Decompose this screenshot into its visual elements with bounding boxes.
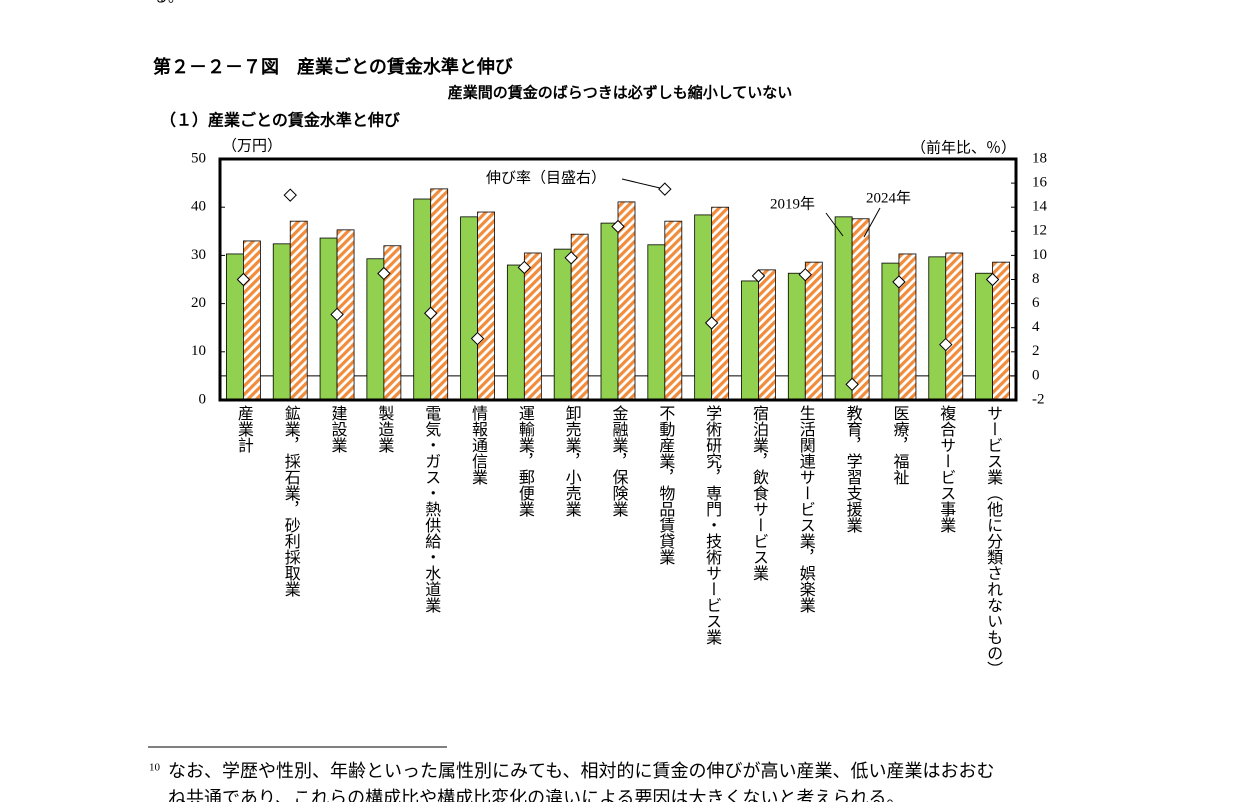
bar xyxy=(647,244,666,401)
x-tick-label: 鉱業，採石業，砂利採取業 xyxy=(282,405,301,597)
growth-marker xyxy=(751,269,766,283)
footnote-marker: 10 xyxy=(149,762,161,774)
bar xyxy=(741,280,759,401)
bar xyxy=(272,243,291,401)
growth-marker xyxy=(939,337,953,352)
panel-title: （１）産業ごとの賃金水準と伸び xyxy=(160,111,401,130)
y2-tick-label: -2 xyxy=(1032,391,1045,407)
bar xyxy=(945,252,964,401)
y2-tick-label: 18 xyxy=(1032,150,1047,166)
growth-marker xyxy=(611,219,625,234)
y-tick-label: 0 xyxy=(199,391,207,407)
x-tick-label: 建設業 xyxy=(329,405,348,453)
y2-tick-label: 12 xyxy=(1032,223,1047,239)
chart-subtitle: 産業間の賃金のばらつきは必ずしも縮小していない xyxy=(448,84,793,102)
growth-marker xyxy=(985,272,1000,287)
bar xyxy=(243,240,261,401)
growth-marker xyxy=(704,316,719,330)
bar xyxy=(523,252,542,401)
annotation-arrow xyxy=(825,212,844,237)
y-tick-label: 10 xyxy=(191,343,206,359)
bar xyxy=(289,220,308,401)
growth-marker xyxy=(845,377,859,392)
bar xyxy=(553,248,572,401)
bar xyxy=(413,198,432,401)
bar xyxy=(600,222,619,401)
y2-axis-label: （前年比、％） xyxy=(911,139,1016,156)
bar xyxy=(319,237,338,401)
growth-marker xyxy=(798,267,813,282)
y2-tick-label: 0 xyxy=(1032,367,1040,383)
x-tick-label: 運輸業，郵便業 xyxy=(516,405,535,517)
footnote-text: なお、学歴や性別、年齢といった属性別にみても、相対的に賃金の伸びが高い産業、低い… xyxy=(168,761,995,781)
x-tick-label: 宿泊業，飲食サービス業 xyxy=(750,405,769,581)
y2-tick-label: 2 xyxy=(1032,343,1040,359)
annotation-arrow xyxy=(621,178,661,189)
bar xyxy=(711,206,730,401)
x-tick-label: 学術研究，専門・技術サービス業 xyxy=(703,405,722,645)
bar xyxy=(804,261,823,401)
x-tick-label: 複合サービス事業 xyxy=(937,405,956,533)
y-tick-label: 40 xyxy=(191,199,206,215)
growth-marker xyxy=(236,272,251,287)
bar xyxy=(366,258,385,401)
bar xyxy=(898,253,917,401)
bar xyxy=(851,218,870,401)
x-tick-label: 産業計 xyxy=(235,405,254,453)
growth-marker xyxy=(892,275,906,289)
x-tick-label: 卸売業，小売業 xyxy=(563,405,582,517)
growth-marker xyxy=(470,331,485,346)
growth-marker xyxy=(423,306,438,320)
bar xyxy=(787,272,806,401)
x-tick-label: 電気・ガス・熱供給・水道業 xyxy=(422,405,441,613)
y2-tick-label: 8 xyxy=(1032,271,1040,287)
growth-marker xyxy=(283,188,297,202)
growth-marker xyxy=(330,307,344,322)
annotation-arrow xyxy=(863,207,881,238)
growth-marker xyxy=(377,266,391,281)
y-tick-label: 20 xyxy=(191,295,206,311)
series-annotation: 2019年 xyxy=(770,195,815,212)
x-tick-label: 製造業 xyxy=(375,405,394,453)
footnote-text: ね共通であり、これらの構成比や構成比変化の違いによる要因は大きくないと考えられる… xyxy=(168,788,905,802)
growth-marker xyxy=(564,251,578,265)
y-tick-label: 30 xyxy=(191,247,206,263)
y2-tick-label: 10 xyxy=(1032,247,1047,263)
x-tick-label: 教育，学習支援業 xyxy=(844,405,863,533)
bar xyxy=(664,220,683,401)
x-tick-label: 情報通信業 xyxy=(469,405,488,485)
bar xyxy=(834,216,853,401)
series-annotation: 2024年 xyxy=(866,189,911,206)
y2-tick-label: 4 xyxy=(1032,319,1040,335)
bar xyxy=(758,269,776,401)
y2-tick-label: 6 xyxy=(1032,295,1040,311)
bar xyxy=(383,245,402,401)
chart-title: 第２－２－７図 産業ごとの賃金水準と伸び xyxy=(153,56,514,78)
y2-tick-label: 14 xyxy=(1032,199,1048,215)
plot-frame xyxy=(218,157,1018,402)
plot-area: 0 10 20 30 40 50 -2 0 2 4 6 8 10 12 14 16 18 産業計 鉱業，採石業，砂利… xyxy=(191,150,1048,677)
series-annotation: 伸び率（目盛右） xyxy=(486,169,606,186)
x-tick-label: 医療，福祉 xyxy=(890,405,909,485)
x-tick-label: 生活関連サービス業，娯楽業 xyxy=(797,405,816,613)
bar xyxy=(975,272,993,401)
bar xyxy=(460,216,478,401)
x-tick-label: 不動産業，物品賃貸業 xyxy=(656,405,675,565)
y-tick-label: 50 xyxy=(191,150,206,166)
x-tick-label: サービス業（他に分類されないもの） xyxy=(984,405,1003,677)
bar xyxy=(477,211,495,401)
page-fragment: る。 xyxy=(153,0,183,5)
bar xyxy=(617,201,636,401)
growth-marker xyxy=(517,260,532,275)
x-tick-label: 金融業，保険業 xyxy=(610,405,629,517)
bar xyxy=(928,256,947,401)
bar xyxy=(506,264,525,401)
y2-tick-label: 16 xyxy=(1032,175,1048,191)
growth-marker xyxy=(658,182,672,196)
bar xyxy=(694,214,713,401)
bar xyxy=(430,188,449,401)
y-axis-label: （万円） xyxy=(222,137,282,154)
